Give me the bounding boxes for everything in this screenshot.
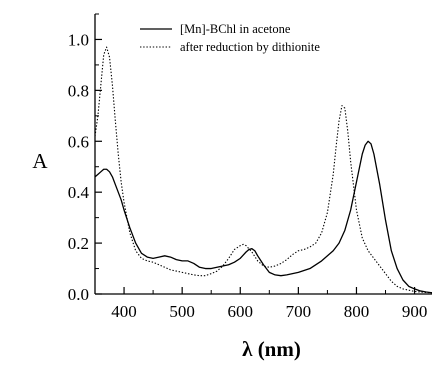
x-tick-label: 900 bbox=[402, 302, 428, 321]
x-tick-label: 700 bbox=[286, 302, 312, 321]
legend-label-1: [Mn]-BChl in acetone bbox=[180, 22, 291, 36]
y-tick-label: 0.8 bbox=[68, 81, 89, 100]
series-line-1 bbox=[95, 140, 432, 294]
y-axis-title: A bbox=[32, 149, 48, 173]
x-tick-label: 400 bbox=[111, 302, 137, 321]
x-tick-label: 600 bbox=[228, 302, 254, 321]
legend-label-2: after reduction by dithionite bbox=[180, 40, 320, 54]
y-tick-label: 0.0 bbox=[68, 285, 89, 304]
series-line-2 bbox=[95, 46, 432, 294]
plot-layer bbox=[95, 46, 432, 294]
series-group bbox=[95, 46, 432, 294]
y-tick-label: 1.0 bbox=[68, 30, 89, 49]
x-axis-title: λ (nm) bbox=[242, 337, 301, 361]
legend: [Mn]-BChl in acetone after reduction by d… bbox=[140, 22, 320, 54]
x-axis-title-lambda: λ (nm) bbox=[242, 337, 301, 361]
y-tick-label: 0.6 bbox=[68, 132, 89, 151]
ticks-layer: 400 500 600 700 800 900 0.0 0.2 0.4 0.6 0.8 1.0 bbox=[68, 13, 432, 321]
x-tick-label: 500 bbox=[169, 302, 195, 321]
x-tick-label: 800 bbox=[344, 302, 370, 321]
y-tick-label: 0.2 bbox=[68, 234, 89, 253]
y-tick-label: 0.4 bbox=[68, 183, 90, 202]
